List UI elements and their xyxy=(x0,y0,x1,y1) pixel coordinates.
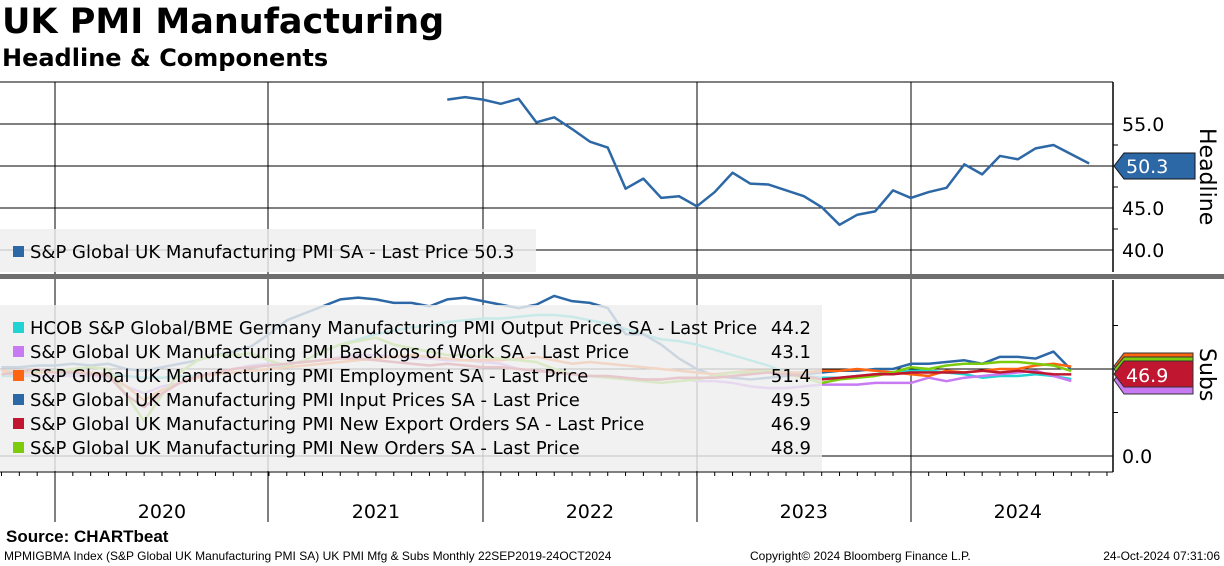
svg-text:46.9: 46.9 xyxy=(1126,365,1168,387)
legend-swatch xyxy=(13,394,24,405)
x-tick-label: 2023 xyxy=(780,501,828,523)
legend-swatch xyxy=(13,418,24,429)
legend-label: S&P Global UK Manufacturing PMI Backlogs… xyxy=(30,342,629,363)
legend-label: S&P Global UK Manufacturing PMI Input Pr… xyxy=(30,390,580,411)
subs-legend: HCOB S&P Global/BME Germany Manufacturin… xyxy=(0,305,822,471)
legend-swatch xyxy=(13,442,24,453)
legend-swatch xyxy=(13,322,24,333)
headline-value-tag: 50.3 xyxy=(1113,152,1196,180)
legend-label: S&P Global UK Manufacturing PMI SA - Las… xyxy=(30,242,514,263)
legend-swatch xyxy=(13,346,24,357)
legend-last-value: 48.9 xyxy=(771,438,811,459)
legend-last-value: 49.5 xyxy=(771,390,811,411)
svg-text:50.3: 50.3 xyxy=(1126,156,1168,178)
source-label: Source: CHARTbeat xyxy=(6,527,169,546)
panel-label-subs: Subs xyxy=(1194,348,1219,401)
legend-label: HCOB S&P Global/BME Germany Manufacturin… xyxy=(30,318,757,339)
legend-label: S&P Global UK Manufacturing PMI New Expo… xyxy=(30,414,644,435)
copyright: Copyright© 2024 Bloomberg Finance L.P. xyxy=(750,549,971,563)
timestamp: 24-Oct-2024 07:31:06 xyxy=(1103,549,1220,563)
ticker-info: MPMIGBMA Index (S&P Global UK Manufactur… xyxy=(4,549,612,563)
x-tick-label: 2021 xyxy=(352,501,400,523)
legend-label: S&P Global UK Manufacturing PMI New Orde… xyxy=(30,438,580,459)
subs-value-tags: 46.9 xyxy=(1113,352,1194,395)
x-tick-label: 2020 xyxy=(138,501,186,523)
right-axis: 55.0 45.0 40.0 0.0 Headline Subs xyxy=(1112,82,1219,472)
chart-subtitle: Headline & Components xyxy=(2,44,329,72)
ytick-label: 0.0 xyxy=(1122,446,1152,468)
panel-label-headline: Headline xyxy=(1194,128,1219,225)
legend-last-value: 43.1 xyxy=(771,342,811,363)
chart-title: UK PMI Manufacturing xyxy=(2,2,445,42)
legend-last-value: 44.2 xyxy=(771,318,811,339)
legend-last-value: 51.4 xyxy=(771,366,811,387)
x-tick-label: 2024 xyxy=(994,501,1042,523)
panel-divider[interactable] xyxy=(0,274,1224,279)
legend-swatch xyxy=(13,246,24,257)
legend-last-value: 46.9 xyxy=(771,414,811,435)
ytick-label: 45.0 xyxy=(1122,198,1164,220)
legend-swatch xyxy=(13,370,24,381)
headline-legend: S&P Global UK Manufacturing PMI SA - Las… xyxy=(0,229,536,272)
ytick-label: 55.0 xyxy=(1122,114,1164,136)
legend-label: S&P Global UK Manufacturing PMI Employme… xyxy=(30,366,588,387)
x-tick-label: 2022 xyxy=(566,501,614,523)
headline-pmi-line xyxy=(447,95,1090,227)
x-axis-labels: 2020 2021 2022 2023 2024 xyxy=(138,501,1042,523)
ytick-label: 40.0 xyxy=(1122,240,1164,262)
